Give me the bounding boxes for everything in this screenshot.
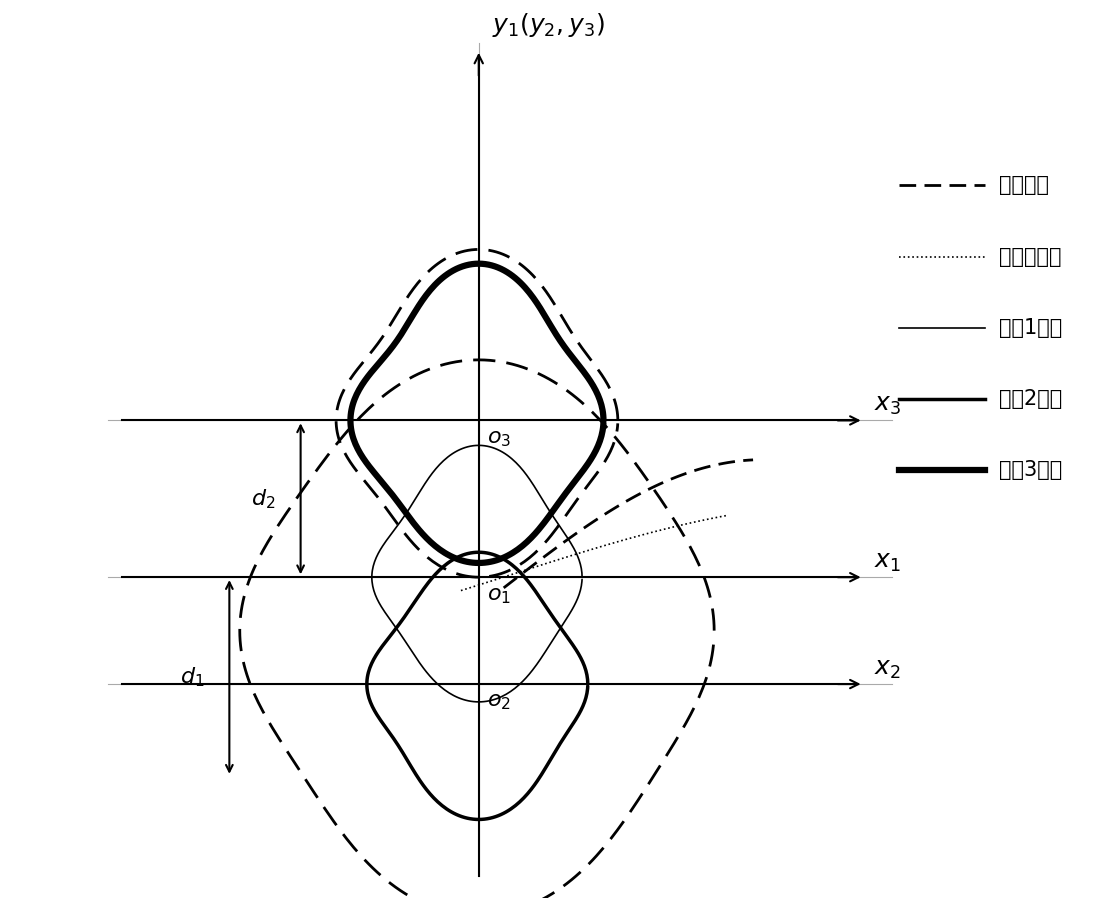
Text: $d_2$: $d_2$ [251,487,276,511]
Text: $d_1$: $d_1$ [180,665,205,689]
Text: $x_3$: $x_3$ [874,394,901,417]
Text: $o_2$: $o_2$ [487,690,512,713]
Text: $x_1$: $x_1$ [874,550,901,574]
Text: 齿轮2齿廓: 齿轮2齿廓 [999,389,1063,410]
Text: 齿轮1齿廓: 齿轮1齿廓 [999,318,1063,338]
Text: 齿轮3齿廓: 齿轮3齿廓 [999,460,1063,480]
Text: $y_1(y_2, y_3)$: $y_1(y_2, y_3)$ [492,11,604,39]
Text: $x_2$: $x_2$ [874,658,901,680]
Text: $o_1$: $o_1$ [487,584,512,605]
Text: $o_3$: $o_3$ [487,427,512,449]
Text: 公共齿条: 公共齿条 [999,175,1049,196]
Text: 公共噜合线: 公共噜合线 [999,246,1062,267]
